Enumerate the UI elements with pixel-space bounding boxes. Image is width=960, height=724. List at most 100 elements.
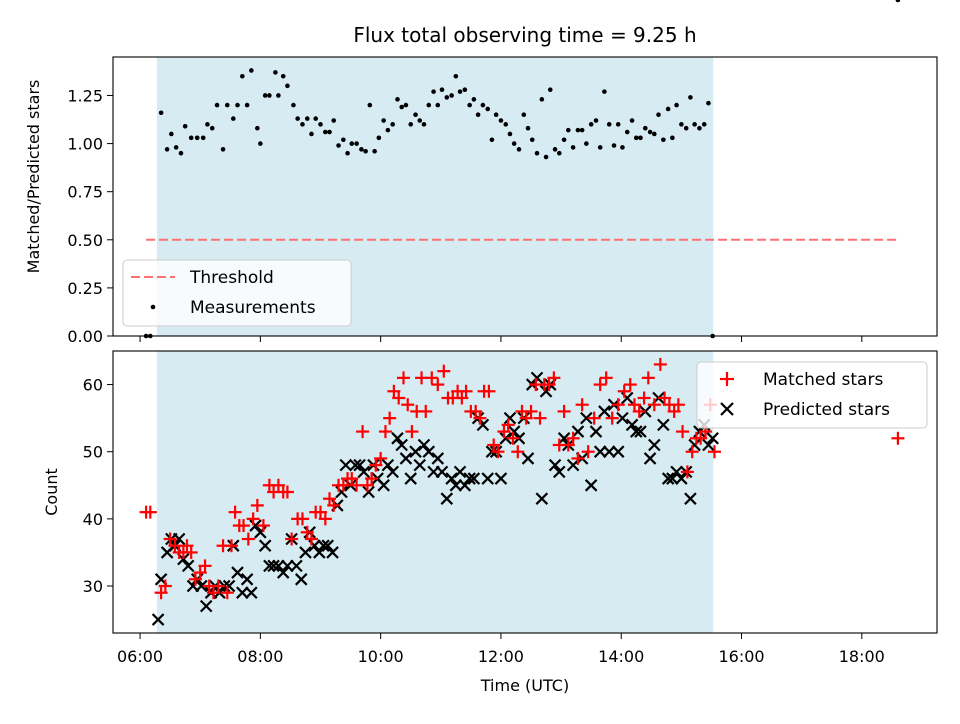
measurement-point	[475, 112, 481, 118]
measurement-point	[561, 137, 567, 143]
predicted-star-point	[236, 586, 249, 599]
matched-star-point	[188, 572, 202, 586]
predicted-star-point	[688, 438, 701, 452]
predicted-star-point	[598, 405, 611, 418]
measurement-point	[444, 95, 450, 100]
measurement-point	[435, 102, 441, 108]
measurement-point	[318, 122, 323, 127]
measurement-point	[194, 135, 200, 141]
predicted-star-point	[290, 559, 303, 573]
predicted-star-point	[294, 573, 308, 586]
measurement-point	[336, 143, 341, 148]
matched-star-point	[581, 445, 595, 459]
matched-star-point	[632, 404, 646, 418]
chart-title: Flux total observing time = 9.25 h	[353, 23, 696, 47]
predicted-star-point	[195, 579, 208, 593]
measurement-point	[230, 116, 236, 121]
measurement-point	[224, 102, 230, 108]
predicted-star-point	[258, 539, 272, 552]
predicted-star-point	[391, 432, 404, 445]
measurement-point	[235, 102, 240, 108]
matched-star-point	[304, 532, 318, 546]
predicted-star-point	[417, 438, 431, 452]
measurement-point	[395, 97, 400, 102]
matched-star-point	[184, 545, 198, 559]
matched-star-point	[168, 539, 182, 553]
matched-star-point	[561, 438, 575, 452]
matched-star-point	[336, 478, 350, 492]
measurement-point	[597, 145, 603, 150]
measurement-point	[209, 125, 215, 131]
measurement-point	[372, 148, 377, 154]
matched-star-point	[680, 465, 694, 479]
measurement-point	[304, 116, 310, 121]
predicted-star-point	[339, 458, 353, 472]
matched-star-point	[143, 505, 157, 519]
measurement-point	[381, 118, 386, 123]
bottom-y-tick-label: 50	[83, 443, 103, 462]
matched-star-point	[300, 525, 314, 539]
x-tick-label: 10:00	[358, 647, 404, 666]
predicted-star-point	[535, 492, 549, 505]
predicted-star-point	[353, 458, 366, 472]
matched-star-point	[425, 371, 439, 385]
matched-star-point	[397, 371, 411, 385]
measurement-point	[701, 122, 707, 127]
matched-star-point	[387, 384, 401, 398]
measurement-point	[566, 127, 571, 133]
measurement-point	[188, 135, 194, 141]
predicted-star-point	[553, 465, 566, 479]
matched-star-point	[707, 445, 721, 459]
matched-star-point	[455, 391, 469, 405]
predicted-star-point	[357, 465, 371, 479]
predicted-star-point	[463, 472, 476, 485]
matched-star-point	[250, 498, 264, 512]
measurement-point	[421, 122, 427, 127]
matched-star-point	[365, 472, 379, 486]
predicted-star-point	[584, 479, 598, 492]
measurement-point	[295, 116, 300, 121]
top-legend-box	[122, 259, 352, 327]
matched-star-point	[246, 512, 260, 526]
predicted-star-point	[362, 485, 375, 499]
matched-star-point	[163, 532, 177, 546]
bottom-x-ticks: 06:00 08:00 10:00 12:00 14:00 16:00 18:00	[117, 633, 885, 666]
measurement-point	[647, 129, 653, 135]
measurement-point	[661, 137, 666, 143]
measurement-point	[285, 83, 290, 89]
measurement-point	[602, 89, 607, 94]
measurement-point	[354, 141, 359, 146]
measurement-point	[244, 102, 250, 108]
matched-star-point	[356, 425, 370, 439]
matched-star-point	[623, 378, 637, 392]
x-tick-label: 12:00	[478, 647, 524, 666]
measurement-point	[467, 102, 472, 108]
predicted-star-point	[422, 445, 436, 458]
measurements-points	[143, 0, 901, 339]
bottom-legend-box	[696, 361, 928, 429]
predicted-star-point	[445, 472, 458, 485]
legend-matched-swatch	[720, 372, 734, 386]
predicted-star-point	[706, 432, 719, 445]
predicted-star-point	[593, 445, 607, 458]
measurement-point	[255, 125, 260, 131]
predicted-star-point	[481, 472, 494, 485]
measurement-point	[220, 147, 226, 152]
matched-star-point	[345, 472, 359, 486]
measurement-point	[556, 150, 562, 156]
matched-star-point	[593, 378, 607, 392]
predicted-star-point	[299, 546, 312, 559]
predicted-star-point	[449, 479, 463, 492]
predicted-star-point	[440, 492, 454, 505]
measurement-point	[300, 122, 305, 127]
predicted-star-point	[263, 559, 276, 573]
measurement-point	[240, 73, 245, 79]
matched-star-point	[280, 485, 294, 499]
measurement-point	[620, 145, 625, 150]
bottom-axes-frame	[112, 350, 938, 634]
measurement-point	[345, 150, 350, 156]
measurement-point	[642, 125, 648, 131]
matched-star-point	[285, 532, 299, 546]
predicted-star-point	[321, 539, 334, 552]
